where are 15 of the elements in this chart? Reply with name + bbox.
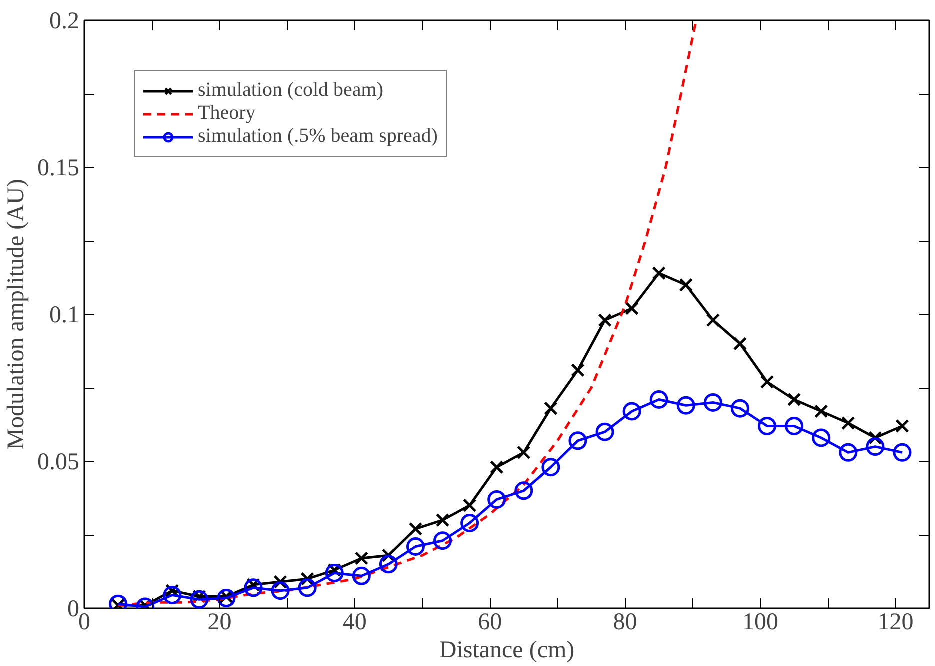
x-tick-label: 80 [613,610,638,636]
x-axis-title: Distance (cm) [439,638,575,664]
x-tick-label: 60 [478,610,502,636]
y-axis-title: Modulation amplitude (AU) [4,179,30,450]
y-tick-label: 0.05 [38,450,80,476]
y-tick-label: 0.2 [50,8,80,34]
legend-label: simulation (.5% beam spread) [198,125,438,148]
legend-label: simulation (cold beam) [198,79,384,102]
x-tick-label: 120 [878,610,914,636]
y-tick-label: 0.15 [38,156,80,182]
legend-label: Theory [198,102,256,125]
x-tick-label: 20 [208,610,232,636]
x-tick-label: 100 [742,610,778,636]
x-tick-label: 40 [342,610,367,636]
y-tick-label: 0.1 [50,302,80,328]
